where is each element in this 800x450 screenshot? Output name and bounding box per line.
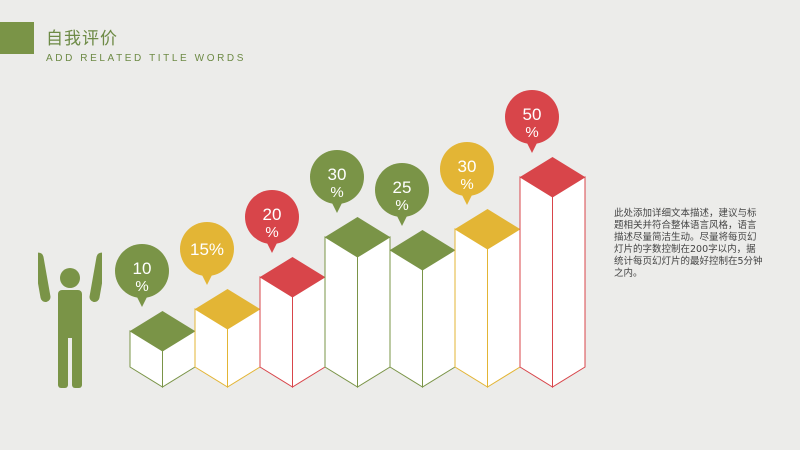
bar-right-face <box>357 236 391 388</box>
value-label: 25 <box>393 178 412 197</box>
bar-left-face <box>454 228 488 388</box>
title-accent-block <box>0 22 34 54</box>
bubble-pointer <box>266 241 278 253</box>
value-label: 15% <box>190 240 224 259</box>
value-label: 10 <box>133 259 152 278</box>
bar-right-face <box>552 176 586 388</box>
bubble-pointer <box>201 273 213 285</box>
bar-top <box>520 157 585 197</box>
bar-top <box>130 311 195 351</box>
body-text: 此处添加详细文本描述，建议与标题相关并符合整体语言风格，语言描述尽量简洁生动。尽… <box>614 208 763 279</box>
bubble-pointer <box>331 201 343 213</box>
bar-top <box>195 289 260 329</box>
value-label: 30 <box>328 165 347 184</box>
value-bubble <box>505 90 559 144</box>
bar-top <box>260 257 325 297</box>
value-percent: % <box>330 184 343 201</box>
bubble-pointer <box>396 214 408 226</box>
value-label: 20 <box>263 205 282 224</box>
bar-left-face <box>519 176 553 388</box>
bar-top <box>390 230 455 270</box>
bubble-pointer <box>136 295 148 307</box>
value-bubble <box>310 150 364 204</box>
bar-right-face <box>422 249 456 388</box>
bubble-pointer <box>461 193 473 205</box>
value-bubble <box>245 190 299 244</box>
value-percent: % <box>460 176 473 193</box>
page-title: 自我评价 <box>46 29 118 49</box>
value-bubble <box>375 163 429 217</box>
value-label: 50 <box>523 105 542 124</box>
value-bubble <box>440 142 494 196</box>
value-label: 30 <box>458 157 477 176</box>
value-percent: % <box>135 278 148 295</box>
bar-left-face <box>324 236 358 388</box>
value-percent: % <box>525 124 538 141</box>
value-percent: % <box>265 224 278 241</box>
bar-left-face <box>389 249 423 388</box>
value-bubble <box>180 222 234 276</box>
bar-right-face <box>487 228 521 388</box>
value-percent: % <box>395 197 408 214</box>
person-arms-raised-icon <box>38 252 102 388</box>
bubble-pointer <box>526 141 538 153</box>
page-subtitle: ADD RELATED TITLE WORDS <box>46 53 247 64</box>
value-bubble <box>115 244 169 298</box>
bar-top <box>325 217 390 257</box>
bar-top <box>455 209 520 249</box>
